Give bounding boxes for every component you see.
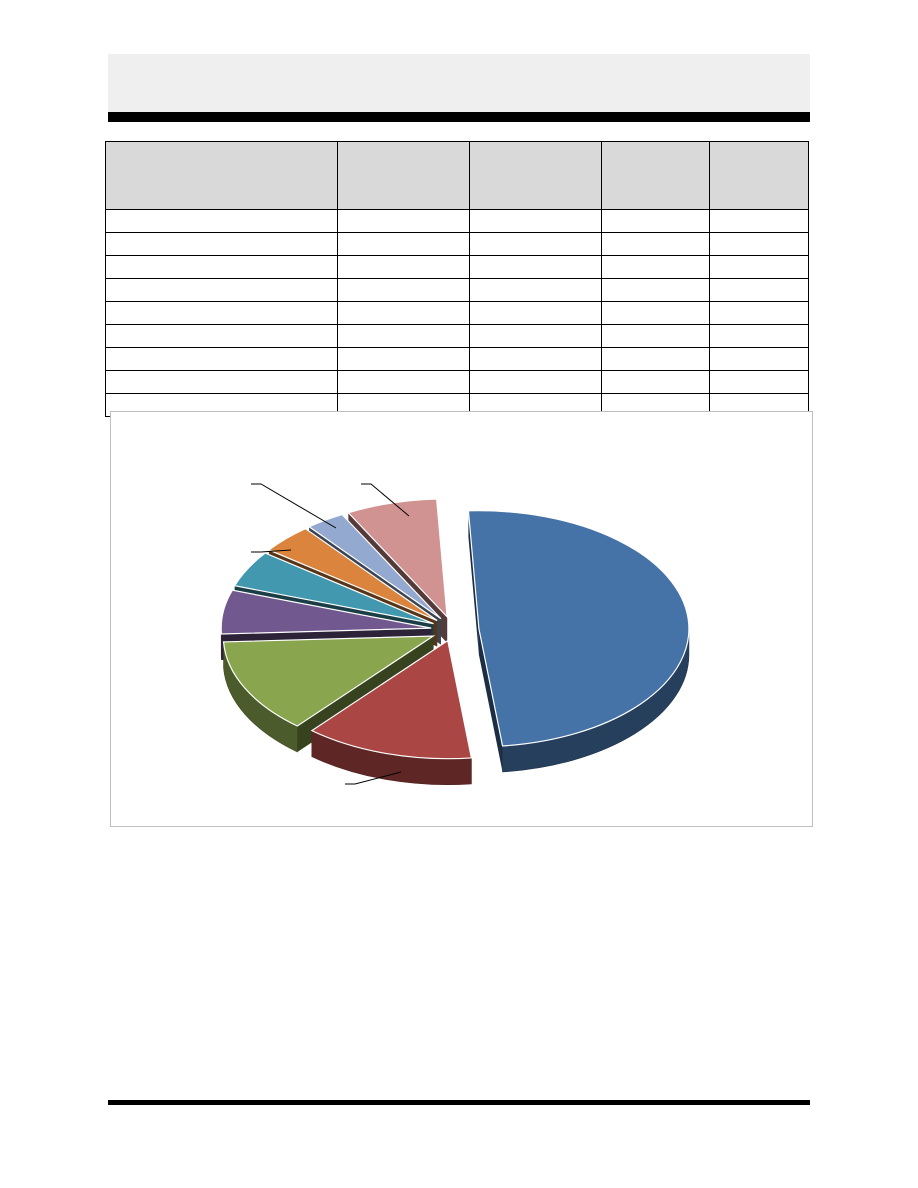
table-cell xyxy=(601,347,710,371)
table-cell xyxy=(469,324,602,348)
pie-chart xyxy=(220,483,690,785)
table-cell xyxy=(337,209,470,233)
column-header xyxy=(337,141,470,210)
table-row xyxy=(105,278,809,302)
table-row xyxy=(105,301,809,325)
table-cell xyxy=(709,370,809,394)
table-cell xyxy=(709,278,809,302)
table-cell xyxy=(601,301,710,325)
table-cell xyxy=(105,347,338,371)
table-row xyxy=(105,232,809,256)
table-cell xyxy=(337,232,470,256)
table-cell xyxy=(337,278,470,302)
table-cell xyxy=(601,232,710,256)
header-rule xyxy=(108,112,810,122)
table-cell xyxy=(469,255,602,279)
leader-line xyxy=(251,483,337,529)
leader-line xyxy=(251,549,292,553)
table-body xyxy=(105,209,809,417)
table-cell xyxy=(337,370,470,394)
pie-slice xyxy=(233,552,434,625)
page-header-band xyxy=(108,54,810,112)
table-cell xyxy=(601,209,710,233)
table-cell xyxy=(105,255,338,279)
table-cell xyxy=(105,324,338,348)
table-cell xyxy=(709,232,809,256)
table-row xyxy=(105,347,809,371)
table-cell xyxy=(105,301,338,325)
table-cell xyxy=(469,301,602,325)
pie-slice xyxy=(467,510,690,747)
table-cell xyxy=(337,324,470,348)
table-cell xyxy=(709,209,809,233)
table-cell xyxy=(105,232,338,256)
table-cell xyxy=(105,209,338,233)
table-cell xyxy=(337,301,470,325)
pie-slice xyxy=(220,589,432,635)
table-cell xyxy=(601,278,710,302)
column-header xyxy=(601,141,710,210)
table-row xyxy=(105,370,809,394)
pie-slice xyxy=(310,639,473,760)
table-cell xyxy=(469,370,602,394)
leader-line xyxy=(361,483,410,517)
table-cell xyxy=(709,347,809,371)
footer-rule xyxy=(108,1100,810,1105)
table-cell xyxy=(105,370,338,394)
table-header-row xyxy=(105,141,809,210)
column-header xyxy=(709,141,809,210)
table-cell xyxy=(337,255,470,279)
table-cell xyxy=(709,324,809,348)
table-row xyxy=(105,255,809,279)
data-table xyxy=(105,141,809,417)
table-cell xyxy=(337,347,470,371)
pie-slice-edge xyxy=(478,628,503,772)
table-cell xyxy=(601,370,710,394)
table-cell xyxy=(601,255,710,279)
table-cell xyxy=(469,347,602,371)
table-cell xyxy=(469,209,602,233)
table-cell xyxy=(709,255,809,279)
column-header xyxy=(105,141,338,210)
leader-line xyxy=(345,771,402,785)
table-cell xyxy=(709,301,809,325)
column-header xyxy=(469,141,602,210)
table-cell xyxy=(469,278,602,302)
pie-chart-frame xyxy=(110,411,813,827)
table-row xyxy=(105,324,809,348)
pie-slice xyxy=(307,513,442,620)
table-cell xyxy=(469,232,602,256)
pie-slice xyxy=(347,498,448,619)
table-cell xyxy=(601,324,710,348)
pie-slice xyxy=(267,527,438,622)
table-cell xyxy=(105,278,338,302)
table-row xyxy=(105,209,809,233)
pie-slice xyxy=(222,635,436,727)
